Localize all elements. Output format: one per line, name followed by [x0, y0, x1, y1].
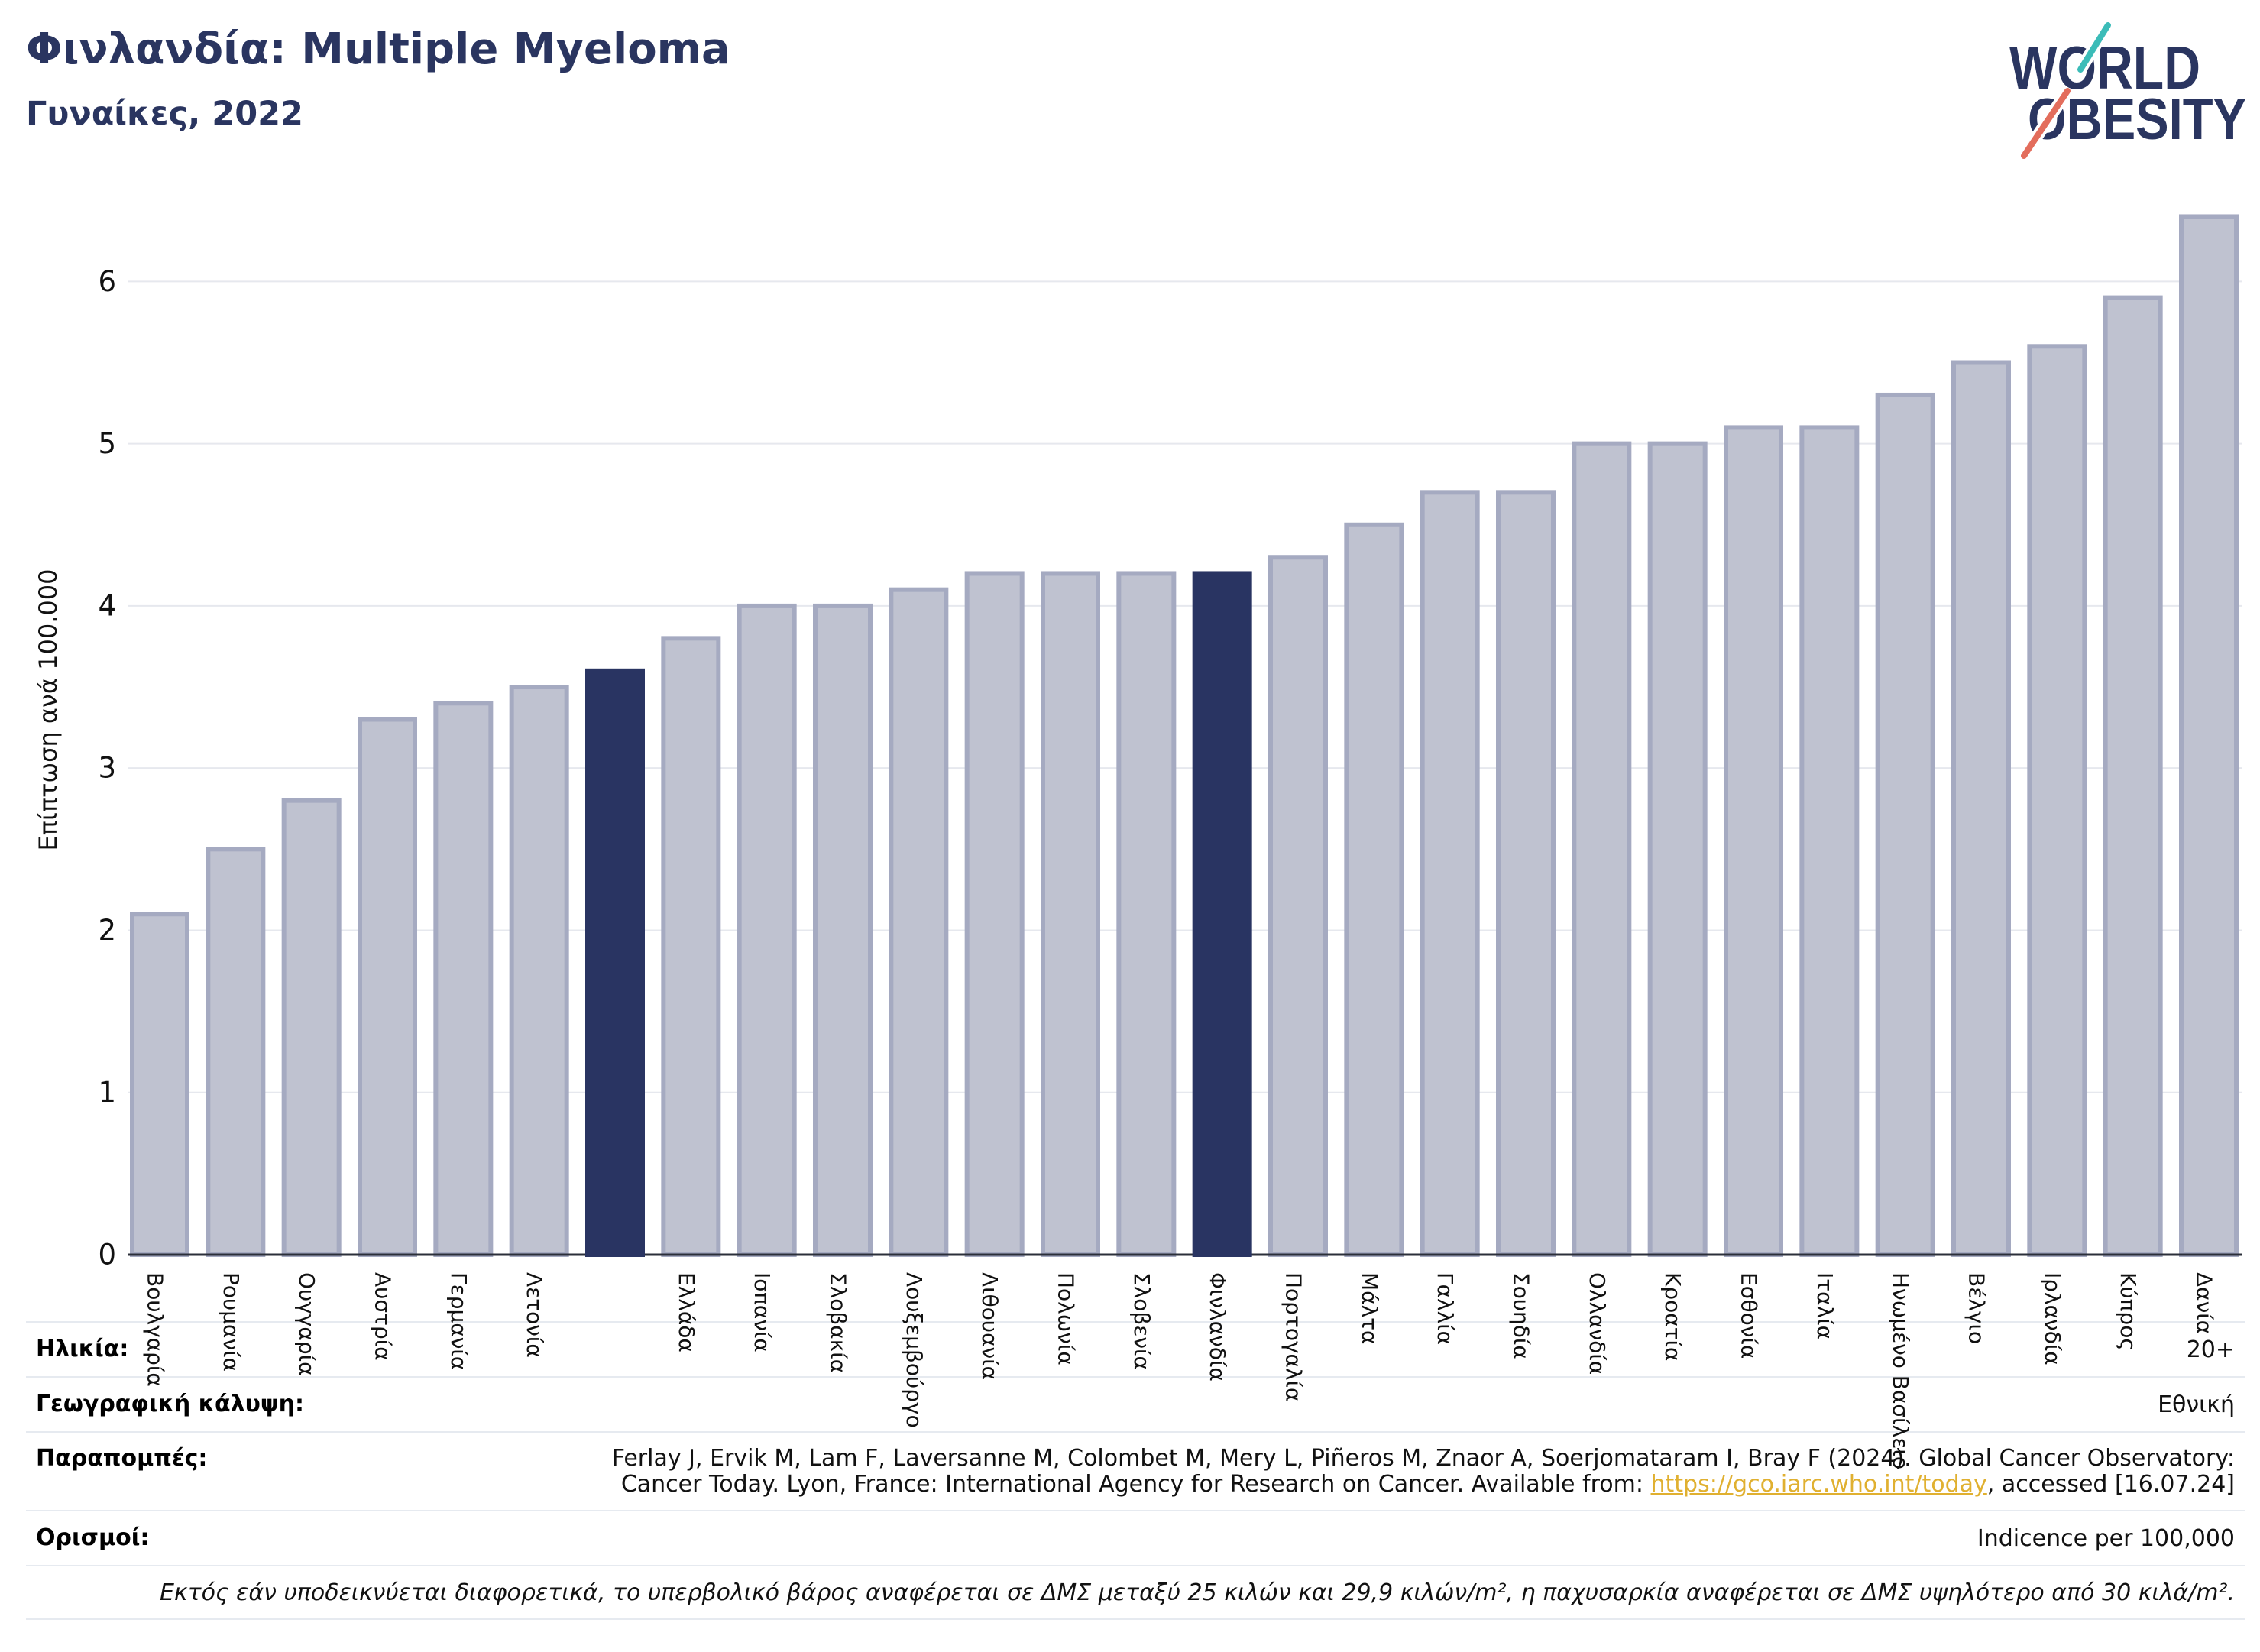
- y-axis-label: Επίπτωση ανά 100.000: [34, 569, 63, 851]
- gridlines: [128, 280, 2242, 1255]
- bar: [1116, 571, 1177, 1257]
- world-obesity-logo: WORLD OBESITY: [2009, 21, 2246, 160]
- bar: [1799, 425, 1860, 1258]
- bar-highlighted: [1192, 571, 1252, 1257]
- bar: [2027, 344, 2087, 1258]
- table-row-references: Παραπομπές: Ferlay J, Ervik M, Lam F, La…: [26, 1431, 2245, 1510]
- bar: [1420, 490, 1480, 1257]
- reference-link[interactable]: https://gco.iarc.who.int/today: [1650, 1471, 1987, 1498]
- bar: [206, 847, 266, 1258]
- y-tick-labels: 0 1 2 3 4 5 6: [98, 265, 116, 1271]
- table-row-definitions: Ορισμοί: Indicence per 100,000: [26, 1510, 2245, 1565]
- logo-slash-top: [2077, 22, 2111, 73]
- y-tick-label: 6: [98, 265, 116, 298]
- bar: [1951, 360, 2011, 1257]
- table-row-coverage: Γεωγραφική κάλυψη: Εθνική: [26, 1376, 2245, 1431]
- age-value: 20+: [2186, 1336, 2235, 1363]
- bar: [130, 912, 189, 1258]
- references-label: Παραπομπές:: [36, 1445, 208, 1472]
- bar: [813, 603, 873, 1257]
- references-line-2-end: , accessed [16.07.24]: [1986, 1471, 2235, 1498]
- bar: [358, 717, 417, 1257]
- footnote: Εκτός εάν υποδεικνύεται διαφορετικά, το …: [159, 1579, 2235, 1606]
- bar: [1724, 425, 1783, 1258]
- bar: [889, 587, 949, 1257]
- definitions-value: Indicence per 100,000: [1977, 1524, 2235, 1552]
- bar: [1572, 441, 1632, 1257]
- bar: [1344, 522, 1404, 1257]
- logo-text-world: WORLD: [2009, 34, 2200, 102]
- bar: [1875, 392, 1935, 1257]
- references-line-2: Cancer Today. Lyon, France: Internationa…: [612, 1472, 2235, 1498]
- definitions-label: Ορισμοί:: [36, 1524, 150, 1551]
- bar: [509, 685, 569, 1257]
- highlighted-bars: [585, 571, 1252, 1257]
- age-label: Ηλικία:: [36, 1336, 129, 1362]
- bar: [1647, 441, 1708, 1257]
- y-tick-label: 1: [98, 1076, 116, 1109]
- coverage-value: Εθνική: [2158, 1391, 2235, 1418]
- page-subtitle: Γυναίκες, 2022: [26, 95, 303, 133]
- y-tick-label: 0: [98, 1239, 116, 1271]
- y-tick-label: 5: [98, 427, 116, 460]
- y-tick-label: 2: [98, 914, 116, 947]
- bar: [2179, 214, 2239, 1257]
- page-title: Φινλανδία: Multiple Myeloma: [26, 24, 730, 74]
- bar: [964, 571, 1025, 1257]
- y-tick-label: 4: [98, 589, 116, 622]
- bar: [1041, 571, 1100, 1257]
- bar: [1268, 555, 1328, 1257]
- y-tick-label: 3: [98, 752, 116, 785]
- bar: [281, 798, 342, 1257]
- bar: [661, 636, 721, 1257]
- references-text: Ferlay J, Ervik M, Lam F, Laversanne M, …: [612, 1446, 2235, 1498]
- table-row-footnote: Εκτός εάν υποδεικνύεται διαφορετικά, το …: [26, 1565, 2245, 1620]
- references-line-2-start: Cancer Today. Lyon, France: Internationa…: [620, 1471, 1651, 1498]
- bar: [737, 603, 797, 1257]
- table-row-age: Ηλικία: 20+: [26, 1321, 2245, 1376]
- references-line-1: Ferlay J, Ervik M, Lam F, Laversanne M, …: [611, 1445, 2235, 1472]
- bar: [1496, 490, 1556, 1257]
- bar: [433, 701, 494, 1257]
- bar-highlighted: [585, 668, 645, 1257]
- bars: [130, 214, 2239, 1258]
- coverage-label: Γεωγραφική κάλυψη:: [36, 1391, 305, 1417]
- bar: [2103, 295, 2163, 1257]
- logo-slash-bottom: [2021, 88, 2071, 159]
